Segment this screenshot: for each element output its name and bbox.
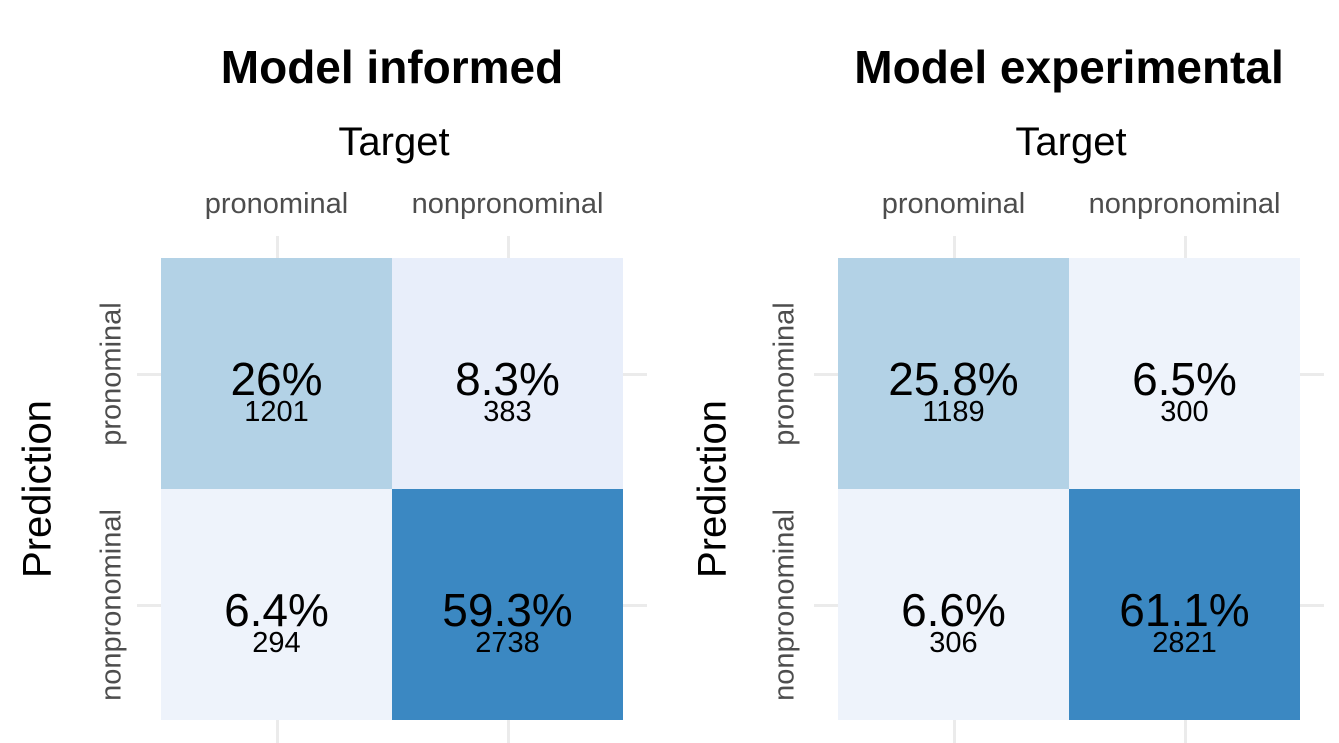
cell-percent-label: 25.8% [888, 353, 1019, 405]
cell-percent-label: 6.4% [224, 584, 329, 636]
y-axis-title: Prediction [690, 400, 735, 578]
x-tick-label: nonpronominal [1088, 188, 1281, 220]
cell-count-label: 2738 [475, 627, 540, 659]
chart-title: Model experimental [854, 41, 1284, 93]
heatmap-cell: 8.3% 383 [392, 258, 623, 489]
cell-count-label: 306 [929, 627, 978, 659]
heatmap-cell: 61.1% 2821 [1069, 489, 1300, 720]
x-tick-label: pronominal [204, 188, 349, 220]
y-tick-label: pronominal [768, 301, 801, 446]
cell-percent-label: 8.3% [455, 353, 560, 405]
chart-title: Model informed [220, 41, 564, 93]
x-axis-title: Target [338, 120, 450, 164]
heatmap-cell: 6.5% 300 [1069, 258, 1300, 489]
heatmap-cell: 26% 1201 [161, 258, 392, 489]
cell-percent-label: 59.3% [442, 584, 573, 636]
heatmap-cell: 6.6% 306 [838, 489, 1069, 720]
heatmap-cell: 25.8% 1189 [838, 258, 1069, 489]
heatmap-cell: 6.4% 294 [161, 489, 392, 720]
x-tick-label: nonpronominal [411, 188, 604, 220]
y-tick-label: nonpronominal [768, 508, 801, 701]
heatmap-cell: 59.3% 2738 [392, 489, 623, 720]
cell-count-label: 1201 [244, 396, 309, 428]
cell-count-label: 1189 [922, 396, 985, 428]
cell-percent-label: 6.6% [901, 584, 1006, 636]
cell-percent-label: 26% [230, 353, 323, 405]
cell-count-label: 294 [252, 627, 301, 659]
cell-count-label: 383 [483, 396, 532, 428]
cell-percent-label: 6.5% [1132, 353, 1237, 405]
x-axis-title: Target [1015, 120, 1127, 164]
x-tick-label: pronominal [881, 188, 1026, 220]
cell-count-label: 300 [1160, 396, 1209, 428]
cell-percent-label: 61.1% [1119, 584, 1250, 636]
cell-count-label: 2821 [1152, 627, 1217, 659]
